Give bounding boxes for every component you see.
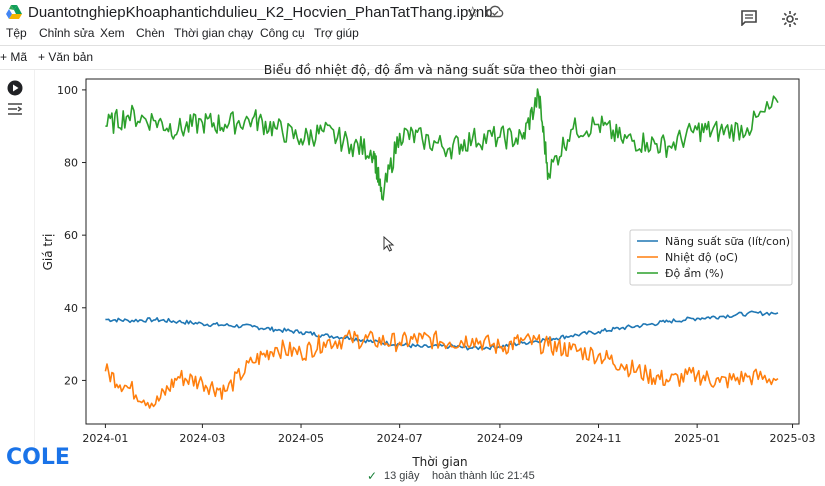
settings-icon[interactable] — [781, 10, 799, 33]
comment-icon[interactable] — [741, 10, 757, 31]
menu-file[interactable]: Tệp — [6, 26, 27, 40]
drive-logo-icon — [6, 5, 22, 24]
output-menu-icon[interactable] — [7, 101, 23, 122]
add-code-button[interactable]: + Mã — [0, 50, 27, 64]
status-completed: hoàn thành lúc 21:45 — [432, 470, 535, 482]
brand-logo: COLE — [6, 445, 70, 470]
star-icon[interactable]: ☆ — [466, 4, 480, 21]
x-tick-label: 2024-05 — [278, 432, 324, 445]
menu-view[interactable]: Xem — [100, 26, 125, 40]
y-tick-label: 100 — [57, 84, 78, 97]
notebook-title[interactable]: DuantotnghiepKhoaphantichdulieu_K2_Hocvi… — [28, 4, 493, 21]
series-group — [104, 88, 779, 409]
series-line — [105, 88, 779, 201]
legend-label-temp: Nhiệt độ (oC) — [665, 251, 738, 264]
add-text-label: Văn bản — [48, 50, 94, 64]
menu-tools[interactable]: Công cụ — [260, 26, 305, 40]
cloud-icon[interactable] — [486, 4, 504, 23]
x-tick-label: 2024-01 — [82, 432, 128, 445]
legend-label-milk: Năng suất sữa (lít/con) — [665, 235, 790, 248]
status-bar: ✓ 13 giây hoàn thành lúc 21:45 — [0, 466, 825, 486]
menu-runtime[interactable]: Thời gian chạy — [174, 26, 254, 40]
plus-icon: + — [0, 50, 11, 64]
menu-divider — [0, 45, 825, 46]
x-tick-label: 2024-11 — [576, 432, 622, 445]
chart-title: Biểu đồ nhiệt độ, độ ẩm và năng suất sữa… — [264, 62, 617, 77]
menu-insert[interactable]: Chèn — [136, 26, 165, 40]
y-tick-label: 60 — [64, 229, 78, 242]
legend-label-humidity: Độ ẩm (%) — [665, 267, 724, 280]
plus-icon: + — [38, 50, 49, 64]
legend: Năng suất sữa (lít/con) Nhiệt độ (oC) Độ… — [629, 229, 793, 286]
y-tick-label: 40 — [64, 302, 78, 315]
y-axis-label: Giá trị — [41, 234, 55, 271]
cursor-icon — [383, 235, 395, 257]
x-tick-label: 2025-03 — [770, 432, 816, 445]
title-bar: DuantotnghiepKhoaphantichdulieu_K2_Hocvi… — [0, 0, 825, 27]
run-cell-icon[interactable] — [7, 80, 23, 101]
x-tick-label: 2024-07 — [377, 432, 423, 445]
axes: 2024-01 2024-03 2024-05 2024-07 2024-09 2024-… — [57, 84, 816, 445]
add-code-label: Mã — [10, 50, 28, 64]
y-tick-label: 20 — [64, 374, 78, 387]
x-axis-label: Thời gian — [411, 455, 467, 469]
legend-box — [629, 229, 793, 286]
series-line — [105, 310, 779, 351]
toolbar-divider — [0, 69, 825, 70]
x-tick-label: 2024-03 — [179, 432, 225, 445]
menu-edit[interactable]: Chỉnh sửa — [39, 26, 95, 40]
menu-help[interactable]: Trợ giúp — [314, 26, 359, 40]
check-icon: ✓ — [367, 469, 378, 483]
x-tick-label: 2024-09 — [477, 432, 523, 445]
status-duration: 13 giây — [384, 470, 420, 482]
cell-gutter — [34, 70, 35, 460]
y-tick-label: 80 — [64, 157, 78, 170]
series-line — [104, 329, 779, 409]
x-tick-label: 2025-01 — [674, 432, 720, 445]
add-text-button[interactable]: + Văn bản — [38, 50, 93, 64]
